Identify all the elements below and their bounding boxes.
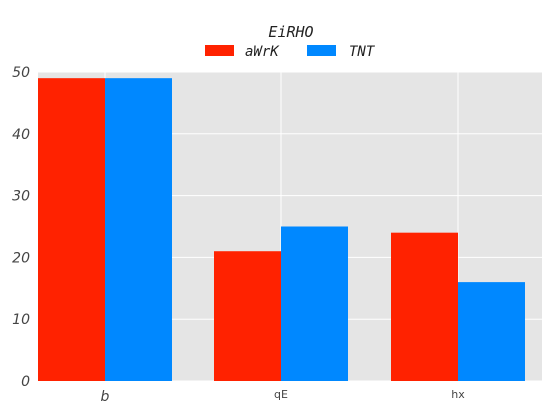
y-tick-label-0: 0 [21,374,30,390]
bar-awrk-hx [391,232,458,381]
bar-awrk-b [38,78,105,382]
bars [38,78,525,382]
bar-tnt-qe [281,226,348,381]
bar-awrk-qe [214,251,281,381]
legend-label-tnt: TNT [349,44,376,60]
legend-title: EiRHO [268,23,313,41]
x-tick-label-b: b [101,389,110,405]
x-tick-label-hx: hx [451,388,465,401]
legend: EiRHO aWrK TNT [205,23,376,60]
bar-tnt-b [105,78,172,382]
y-tick-label-20: 20 [12,250,30,266]
legend-swatch-awrk [205,45,234,56]
x-tick-labels: b qE hx [101,388,466,405]
y-tick-label-50: 50 [12,65,30,81]
y-tick-labels: 0 10 20 30 40 50 [12,65,30,390]
y-tick-label-30: 30 [12,189,30,205]
legend-swatch-tnt [307,45,336,56]
y-tick-label-40: 40 [12,127,30,143]
y-tick-label-10: 10 [12,312,30,328]
legend-label-awrk: aWrK [245,44,280,60]
bar-tnt-hx [458,282,525,381]
x-tick-label-qe: qE [274,388,288,401]
